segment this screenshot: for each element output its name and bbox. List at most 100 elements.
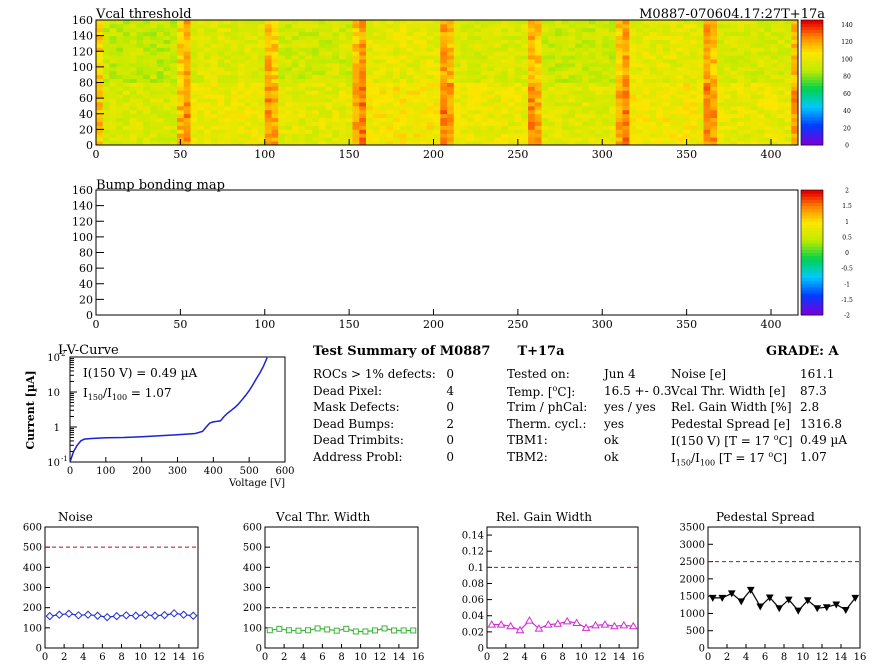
vcal-pixel-cell <box>298 47 306 52</box>
vcal-pixel-cell <box>507 121 515 126</box>
vcal-pixel-cell <box>312 86 320 91</box>
vcal-pixel-cell <box>210 82 218 87</box>
vcal-pixel-cell <box>116 86 124 91</box>
vcal-pixel-cell <box>487 43 495 48</box>
vcal-pixel-cell <box>143 62 151 68</box>
vcal-pixel-cell <box>96 121 104 126</box>
vcal-pixel-cell <box>406 137 414 142</box>
vcal-pixel-cell <box>777 47 785 52</box>
vcal-pixel-cell <box>224 94 232 99</box>
vcal-pixel-cell <box>156 117 164 122</box>
vcal-pixel-cell <box>771 86 779 91</box>
vcal-pixel-cell <box>96 39 104 44</box>
plot-rel-gain-width-xtick-label: 0 <box>484 652 490 663</box>
vcal-pixel-cell <box>433 125 441 130</box>
vcal-pixel-cell <box>717 51 725 56</box>
vcal-pixel-cell <box>305 66 313 72</box>
vcal-pixel-cell <box>460 35 468 40</box>
vcal-pixel-cell <box>123 141 131 146</box>
vcal-pixel-cell <box>514 98 522 103</box>
vcal-pixel-cell <box>636 129 644 134</box>
vcal-pixel-cell <box>318 105 326 111</box>
vcal-pixel-cell <box>656 113 664 119</box>
vcal-pixel-cell <box>717 78 725 83</box>
vcal-pixel-cell <box>609 20 617 25</box>
vcal-pixel-cell <box>298 39 306 44</box>
vcal-pixel-cell <box>210 31 218 37</box>
vcal-pixel-cell <box>366 105 374 111</box>
vcal-pixel-cell <box>339 66 347 72</box>
vcal-pixel-cell <box>575 51 583 56</box>
vcal-pixel-cell <box>413 43 421 48</box>
vcal-pixel-cell <box>359 23 367 29</box>
vcal-pixel-cell <box>379 27 387 33</box>
vcal-pixel-cell <box>595 117 603 122</box>
vcal-pixel-cell <box>588 78 596 83</box>
vcal-pixel-cell <box>649 98 657 103</box>
vcal-pixel-cell <box>426 66 434 72</box>
vcal-pixel-cell <box>291 121 299 126</box>
vcal-pixel-cell <box>244 47 252 52</box>
vcal-pixel-cell <box>264 74 272 79</box>
bump-colorbar-color-step <box>801 271 823 275</box>
vcal-pixel-cell <box>96 62 104 68</box>
vcal-pixel-cell <box>345 35 353 40</box>
vcal-pixel-cell <box>744 74 752 79</box>
vcal-pixel-cell <box>440 27 448 33</box>
vcal-pixel-cell <box>163 55 171 60</box>
vcal-pixel-cell <box>548 66 556 72</box>
bump-bonding-ytick-label: 0 <box>86 309 93 322</box>
vcal-pixel-cell <box>210 35 218 40</box>
vcal-pixel-cell <box>278 66 286 72</box>
plot-pedestal-spread-point <box>822 604 831 612</box>
vcal-pixel-cell <box>231 59 239 64</box>
vcal-pixel-cell <box>588 141 596 146</box>
vcal-pixel-cell <box>305 109 313 115</box>
vcal-pixel-cell <box>717 23 725 29</box>
vcal-pixel-cell <box>150 51 158 56</box>
vcal-pixel-cell <box>305 82 313 87</box>
plot-pedestal-spread-line <box>712 588 856 612</box>
vcal-pixel-cell <box>582 20 590 25</box>
vcal-pixel-cell <box>244 27 252 33</box>
vcal-pixel-cell <box>352 23 360 29</box>
vcal-pixel-cell <box>339 27 347 33</box>
vcal-pixel-cell <box>231 78 239 83</box>
vcal-pixel-cell <box>447 129 455 134</box>
vcal-pixel-cell <box>291 141 299 146</box>
vcal-pixel-cell <box>548 62 556 68</box>
vcal-threshold-axes: 0 50 100 150 200 250 300 350 4000204060801001201… <box>72 14 799 161</box>
plot-rel-gain-width-ytick-label: 0.06 <box>462 595 484 606</box>
bump-colorbar-color-step <box>801 246 823 250</box>
vcal-pixel-cell <box>656 82 664 87</box>
vcal-pixel-cell <box>588 125 596 130</box>
vcal-pixel-cell <box>312 125 320 130</box>
vcal-pixel-cell <box>345 133 353 138</box>
vcal-pixel-cell <box>480 55 488 60</box>
vcal-pixel-cell <box>447 23 455 29</box>
vcal-pixel-cell <box>440 35 448 40</box>
vcal-pixel-cell <box>501 109 509 115</box>
vcal-pixel-cell <box>197 113 205 119</box>
vcal-pixel-cell <box>352 51 360 56</box>
vcal-pixel-cell <box>123 121 131 126</box>
vcal-pixel-cell <box>480 59 488 64</box>
vcal-pixel-cell <box>413 66 421 72</box>
vcal-pixel-cell <box>676 98 684 103</box>
vcal-pixel-cell <box>588 43 596 48</box>
vcal-pixel-cell <box>487 90 495 95</box>
vcal-pixel-cell <box>683 66 691 72</box>
vcal-pixel-cell <box>771 51 779 56</box>
plot-noise-ytick-label: 600 <box>23 523 42 534</box>
vcal-pixel-cell <box>663 74 671 79</box>
vcal-pixel-cell <box>487 94 495 99</box>
vcal-pixel-cell <box>291 70 299 76</box>
vcal-pixel-cell <box>426 39 434 44</box>
summary-label: Dead Pixel: <box>313 384 382 398</box>
vcal-pixel-cell <box>433 43 441 48</box>
vcal-pixel-cell <box>669 86 677 91</box>
vcal-pixel-cell <box>129 109 137 115</box>
vcal-pixel-cell <box>460 39 468 44</box>
vcal-pixel-cell <box>210 86 218 91</box>
